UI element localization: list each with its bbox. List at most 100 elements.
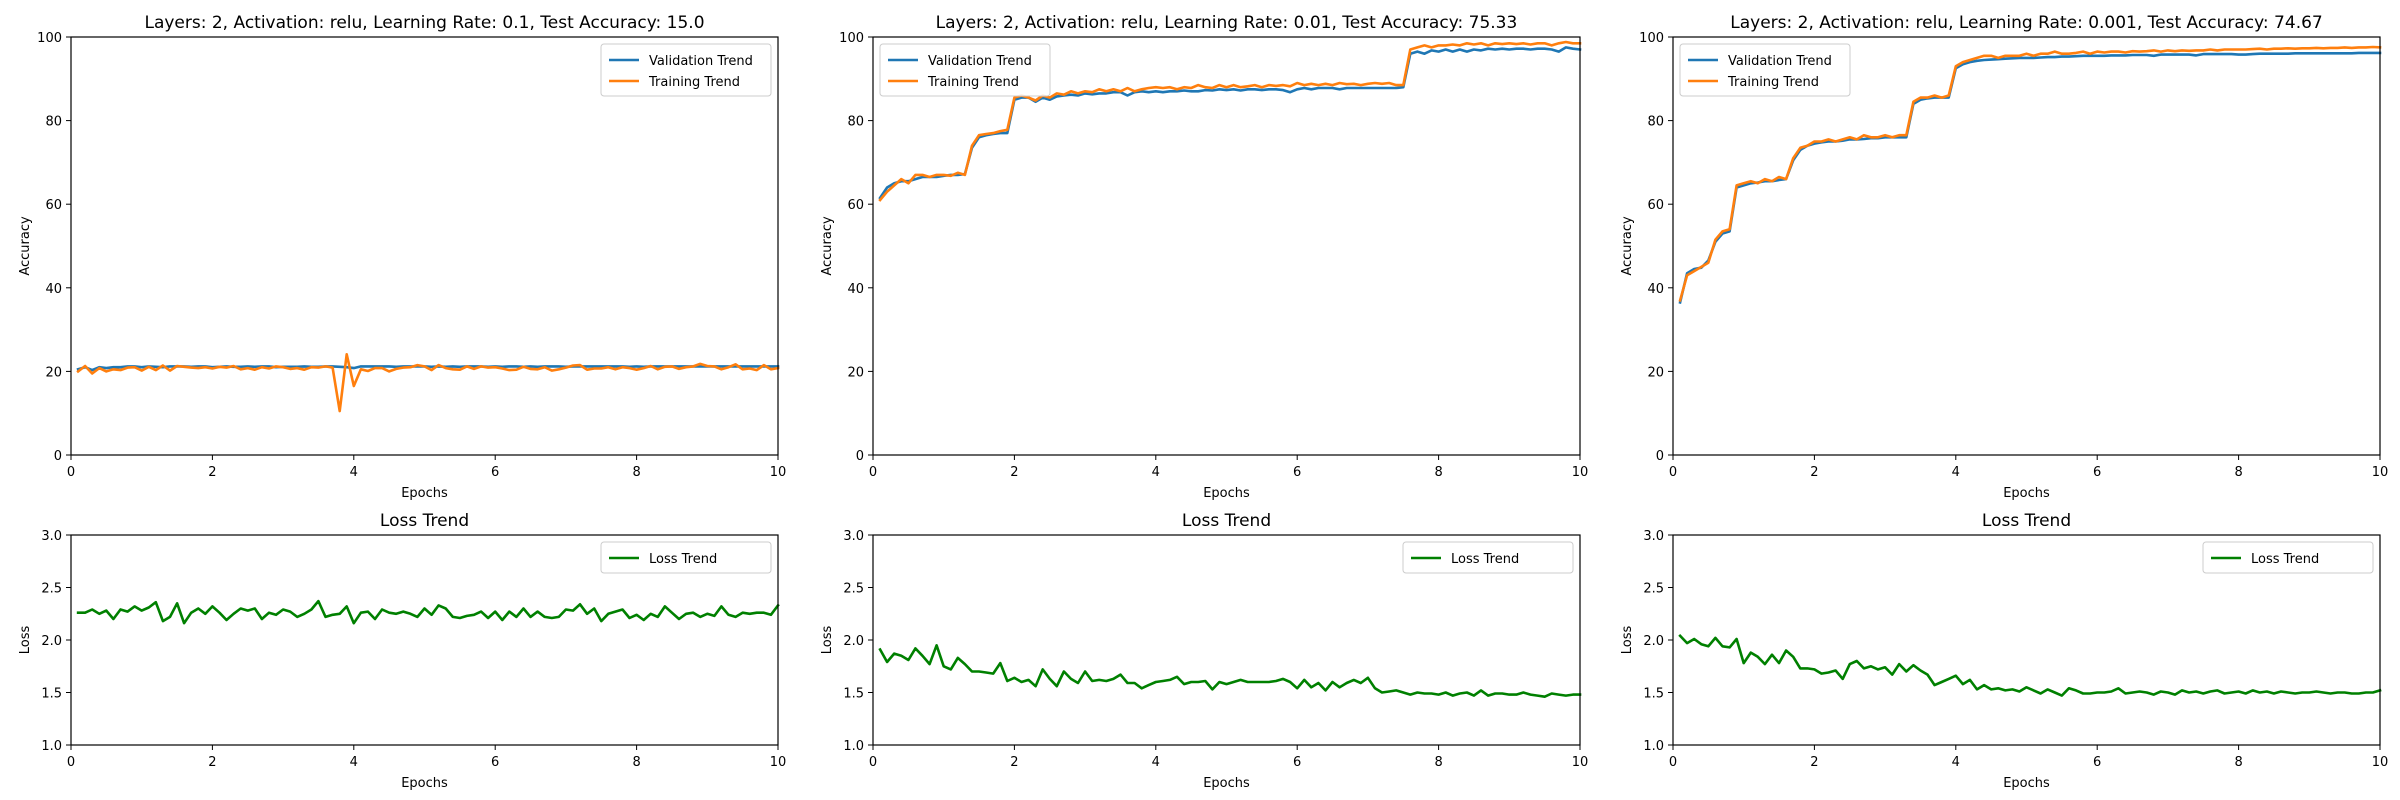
y-tick-label: 40 (45, 282, 62, 297)
x-tick-label: 4 (1952, 465, 1960, 480)
y-tick-label: 3.0 (41, 529, 62, 544)
x-tick-label: 4 (1152, 755, 1160, 770)
series-line-training-trend (878, 40, 1582, 202)
y-tick-label: 60 (45, 198, 62, 213)
x-tick-label: 2 (1810, 755, 1818, 770)
legend-label: Loss Trend (649, 552, 717, 567)
chart-panel-3: Layers: 2, Activation: relu, Learning Ra… (1620, 13, 2388, 501)
series-line-training-trend (76, 352, 780, 413)
y-axis-label: Accuracy (18, 216, 33, 276)
legend-box (1402, 541, 1574, 574)
x-axis-label: Epochs (2003, 776, 2050, 791)
legend: Validation Trend Training Trend (879, 43, 1051, 97)
x-axis-label: Epochs (1203, 486, 1250, 501)
legend: Loss Trend (1402, 541, 1574, 574)
y-tick-label: 60 (847, 198, 864, 213)
y-tick-label: 80 (847, 115, 864, 130)
legend: Loss Trend (600, 541, 772, 574)
x-tick-label: 6 (491, 465, 499, 480)
legend-box (600, 43, 772, 97)
x-axis-label: Epochs (1203, 776, 1250, 791)
x-tick-label: 6 (1293, 465, 1301, 480)
y-tick-label: 20 (1647, 365, 1664, 380)
chart-panel-2: Layers: 2, Activation: relu, Learning Ra… (820, 13, 1588, 501)
y-tick-label: 0 (1656, 449, 1664, 464)
x-tick-label: 10 (770, 465, 787, 480)
y-tick-label: 3.0 (1643, 529, 1664, 544)
y-axis-label: Loss (18, 626, 33, 655)
series-line-training-trend (1678, 45, 2382, 302)
y-tick-label: 1.0 (843, 739, 864, 754)
plot-frame (70, 36, 779, 456)
x-tick-label: 4 (1952, 755, 1960, 770)
x-tick-label: 10 (2372, 755, 2389, 770)
legend-box (879, 43, 1051, 97)
legend-label: Validation Trend (1728, 54, 1832, 69)
x-tick-label: 0 (67, 465, 75, 480)
plot-frame (872, 36, 1581, 456)
x-tick-label: 2 (1010, 755, 1018, 770)
y-tick-label: 2.5 (843, 582, 864, 597)
y-tick-label: 60 (1647, 198, 1664, 213)
x-tick-label: 0 (1669, 755, 1677, 770)
x-tick-label: 4 (350, 465, 358, 480)
y-tick-label: 1.0 (1643, 739, 1664, 754)
x-tick-label: 4 (1152, 465, 1160, 480)
chart-panel-6: Loss Trend 0 2 4 6 8 10 1.0 1.5 2.0 2.5 3.0 Epochs Lo… (1620, 511, 2388, 791)
x-tick-label: 6 (2093, 465, 2101, 480)
y-tick-label: 40 (847, 282, 864, 297)
x-axis-label: Epochs (2003, 486, 2050, 501)
x-tick-label: 2 (1010, 465, 1018, 480)
x-tick-label: 2 (1810, 465, 1818, 480)
chart-panel-1: Layers: 2, Activation: relu, Learning Ra… (18, 13, 786, 501)
legend-box (2202, 541, 2374, 574)
y-tick-label: 3.0 (843, 529, 864, 544)
legend-label: Training Trend (1727, 75, 1819, 90)
series-line-loss-trend (76, 599, 780, 625)
y-tick-label: 1.0 (41, 739, 62, 754)
y-axis-label: Accuracy (820, 216, 835, 276)
x-tick-label: 8 (632, 465, 640, 480)
legend: Validation Trend Training Trend (1679, 43, 1851, 97)
x-axis-label: Epochs (401, 776, 448, 791)
x-tick-label: 6 (491, 755, 499, 770)
chart-title: Loss Trend (1982, 511, 2071, 531)
x-axis-label: Epochs (401, 486, 448, 501)
legend-box (600, 541, 772, 574)
x-tick-label: 10 (1572, 755, 1589, 770)
y-tick-label: 80 (1647, 115, 1664, 130)
x-tick-label: 0 (1669, 465, 1677, 480)
chart-title: Layers: 2, Activation: relu, Learning Ra… (1730, 13, 2322, 33)
y-tick-label: 40 (1647, 282, 1664, 297)
legend: Loss Trend (2202, 541, 2374, 574)
x-tick-label: 4 (350, 755, 358, 770)
y-axis-label: Accuracy (1620, 216, 1635, 276)
series-line-validation-trend (878, 46, 1582, 200)
y-tick-label: 2.0 (1643, 634, 1664, 649)
x-tick-label: 10 (770, 755, 787, 770)
legend-label: Loss Trend (1451, 552, 1519, 567)
legend-label: Validation Trend (928, 54, 1032, 69)
x-tick-label: 6 (1293, 755, 1301, 770)
y-tick-label: 1.5 (1643, 687, 1664, 702)
x-tick-label: 8 (1434, 465, 1442, 480)
plot-frame (1672, 534, 2381, 746)
x-tick-label: 2 (208, 465, 216, 480)
plot-frame (1672, 36, 2381, 456)
legend-label: Loss Trend (2251, 552, 2319, 567)
y-tick-label: 100 (839, 31, 864, 46)
x-tick-label: 0 (869, 465, 877, 480)
x-tick-label: 10 (2372, 465, 2389, 480)
y-tick-label: 0 (856, 449, 864, 464)
plot-frame (872, 534, 1581, 746)
y-tick-label: 100 (37, 31, 62, 46)
plot-frame (70, 534, 779, 746)
x-tick-label: 0 (67, 755, 75, 770)
y-tick-label: 2.0 (41, 634, 62, 649)
x-tick-label: 8 (2234, 465, 2242, 480)
y-tick-label: 20 (847, 365, 864, 380)
y-axis-label: Loss (1620, 626, 1635, 655)
x-tick-label: 8 (2234, 755, 2242, 770)
legend-label: Training Trend (927, 75, 1019, 90)
